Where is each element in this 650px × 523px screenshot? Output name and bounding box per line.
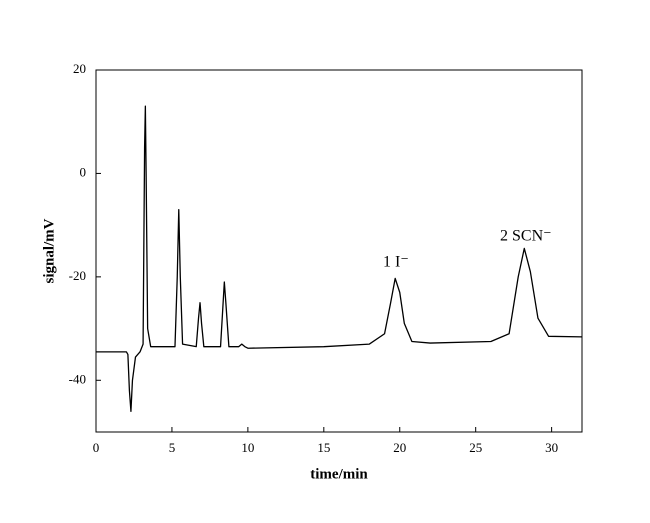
x-tick-label: 15: [317, 440, 330, 455]
signal-line: [96, 105, 583, 412]
y-tick-label: 20: [73, 61, 86, 76]
x-tick-label: 5: [169, 440, 176, 455]
y-tick-label: -20: [69, 268, 86, 283]
x-tick-label: 0: [93, 440, 100, 455]
peak-annotation: 2 SCN⁻: [500, 228, 552, 245]
plot-frame: [95, 69, 583, 433]
x-tick-label: 20: [393, 440, 406, 455]
y-tick-label: 0: [80, 164, 87, 179]
y-axis-label: signal/mV: [41, 218, 57, 283]
x-tick-label: 25: [469, 440, 482, 455]
x-axis-label: time/min: [310, 466, 368, 482]
y-tick-label: -40: [69, 371, 86, 386]
x-tick-label: 10: [241, 440, 254, 455]
peak-annotation: 1 I⁻: [383, 254, 409, 271]
x-tick-label: 30: [545, 440, 558, 455]
